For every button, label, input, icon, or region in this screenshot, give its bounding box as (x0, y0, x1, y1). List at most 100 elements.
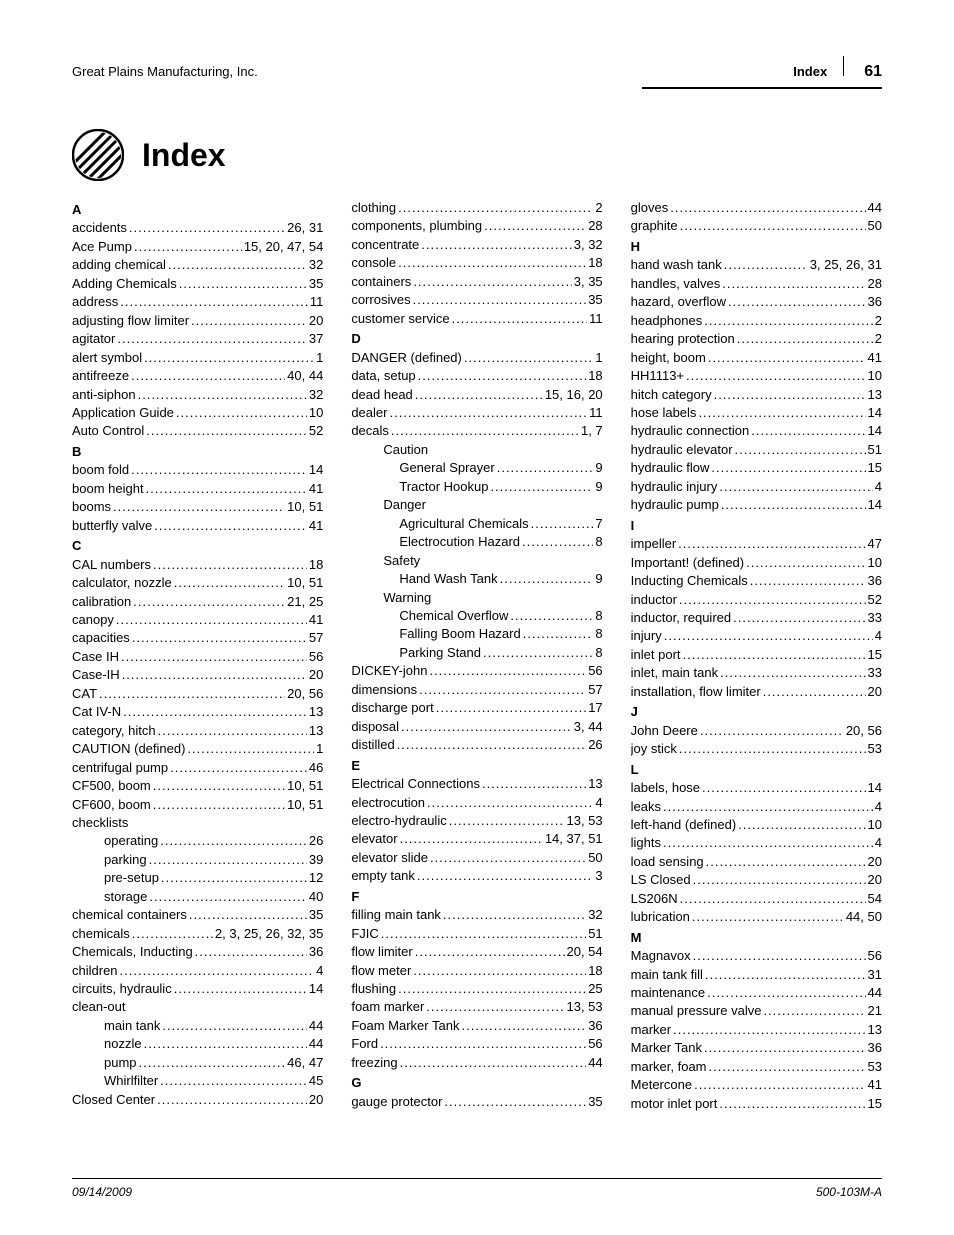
index-entry-pages: 41 (309, 611, 323, 629)
leader-dots (500, 570, 594, 588)
index-entry-pages: 4 (595, 794, 602, 812)
leader-dots (398, 980, 586, 998)
index-entry: dead head 15, 16, 20 (351, 386, 602, 404)
leader-dots (704, 1039, 866, 1057)
index-entry: calibration 21, 25 (72, 593, 323, 611)
leader-dots (160, 1072, 307, 1090)
index-entry: Important! (defined) 10 (631, 554, 882, 572)
index-entry: General Sprayer 9 (351, 459, 602, 477)
index-entry-pages: 2 (595, 199, 602, 217)
leader-dots (138, 386, 307, 404)
index-entry-label: load sensing (631, 853, 704, 871)
index-entry-label: Electrocution Hazard (399, 533, 520, 551)
index-entry-pages: 20 (309, 312, 323, 330)
index-entry-label: parking (104, 851, 147, 869)
index-entry-label: canopy (72, 611, 114, 629)
index-entry: canopy 41 (72, 611, 323, 629)
leader-dots (187, 740, 314, 758)
leader-dots (400, 1054, 587, 1072)
index-entry: booms 10, 51 (72, 498, 323, 516)
index-entry-label: Ford (351, 1035, 378, 1053)
index-entry: FJIC 51 (351, 925, 602, 943)
index-entry-label: foam marker (351, 998, 424, 1016)
index-entry-pages: 20 (868, 871, 882, 889)
index-entry-pages: 28 (588, 217, 602, 235)
leader-dots (436, 699, 586, 717)
leader-dots (522, 533, 593, 551)
index-entry-pages: 9 (595, 570, 602, 588)
leader-dots (693, 871, 866, 889)
index-entry-label: Chemicals, Inducting (72, 943, 193, 961)
page-title: Index (142, 137, 226, 174)
index-entry: alert symbol 1 (72, 349, 323, 367)
index-entry-label: Case-IH (72, 666, 120, 684)
index-entry: left-hand (defined) 10 (631, 816, 882, 834)
index-entry: marker 13 (631, 1021, 882, 1039)
index-entry-pages: 1 (595, 349, 602, 367)
index-entry-label: concentrate (351, 236, 419, 254)
leader-dots (510, 607, 593, 625)
index-entry: accidents 26, 31 (72, 219, 323, 237)
leader-dots (693, 947, 866, 965)
header-right: Index 61 (793, 56, 882, 81)
index-entry-label: inlet, main tank (631, 664, 718, 682)
leader-dots (714, 386, 866, 404)
leader-dots (680, 890, 866, 908)
index-entry-label: hydraulic connection (631, 422, 750, 440)
index-entry-label: hydraulic pump (631, 496, 719, 514)
leader-dots (419, 681, 586, 699)
index-entry-pages: 25 (588, 980, 602, 998)
index-letter: F (351, 888, 602, 906)
leader-dots (426, 998, 564, 1016)
index-entry: Application Guide 10 (72, 404, 323, 422)
index-entry-label: adjusting flow limiter (72, 312, 189, 330)
leader-dots (720, 664, 865, 682)
index-entry-pages: 17 (588, 699, 602, 717)
index-entry: clothing 2 (351, 199, 602, 217)
leader-dots (129, 219, 285, 237)
index-entry-label: Auto Control (72, 422, 144, 440)
index-letter: B (72, 443, 323, 461)
index-entry: impeller 47 (631, 535, 882, 553)
index-entry: containers 3, 35 (351, 273, 602, 291)
index-entry-pages: 44 (309, 1035, 323, 1053)
index-entry-label: manual pressure valve (631, 1002, 762, 1020)
leader-dots (728, 293, 865, 311)
leader-dots (483, 644, 593, 662)
index-entry-label: LS206N (631, 890, 678, 908)
index-entry-label: agitator (72, 330, 115, 348)
index-entry-label: operating (104, 832, 158, 850)
page-footer: 09/14/2009 500-103M-A (72, 1178, 882, 1199)
index-entry-pages: 53 (868, 740, 882, 758)
index-column-2: clothing 2components, plumbing 28concent… (351, 199, 602, 1113)
index-entry-pages: 18 (588, 367, 602, 385)
leader-dots (698, 404, 865, 422)
index-entry-label: chemicals (72, 925, 130, 943)
index-entry-label: Ace Pump (72, 238, 132, 256)
leader-dots (733, 609, 865, 627)
index-entry: DICKEY-john 56 (351, 662, 602, 680)
index-entry: DANGER (defined) 1 (351, 349, 602, 367)
leader-dots (694, 1076, 865, 1094)
leader-dots (146, 480, 307, 498)
index-entry: filling main tank 32 (351, 906, 602, 924)
index-entry: decals 1, 7 (351, 422, 602, 440)
index-entry-pages: 10 (868, 816, 882, 834)
index-entry: chemicals 2, 3, 25, 26, 32, 35 (72, 925, 323, 943)
leader-dots (711, 459, 865, 477)
header-section: Index (793, 64, 827, 79)
index-entry-pages: 53 (868, 1058, 882, 1076)
index-entry: maintenance 44 (631, 984, 882, 1002)
leader-dots (708, 349, 866, 367)
index-entry: LS Closed 20 (631, 871, 882, 889)
leader-dots (427, 794, 593, 812)
leader-dots (721, 496, 866, 514)
index-entry-pages: 4 (316, 962, 323, 980)
leader-dots (523, 625, 594, 643)
index-entry-pages: 18 (588, 962, 602, 980)
index-entry-label: pre-setup (104, 869, 159, 887)
index-entry: Foam Marker Tank 36 (351, 1017, 602, 1035)
index-entry-pages: 14, 37, 51 (545, 830, 603, 848)
leader-dots (122, 666, 307, 684)
leader-dots (706, 853, 866, 871)
